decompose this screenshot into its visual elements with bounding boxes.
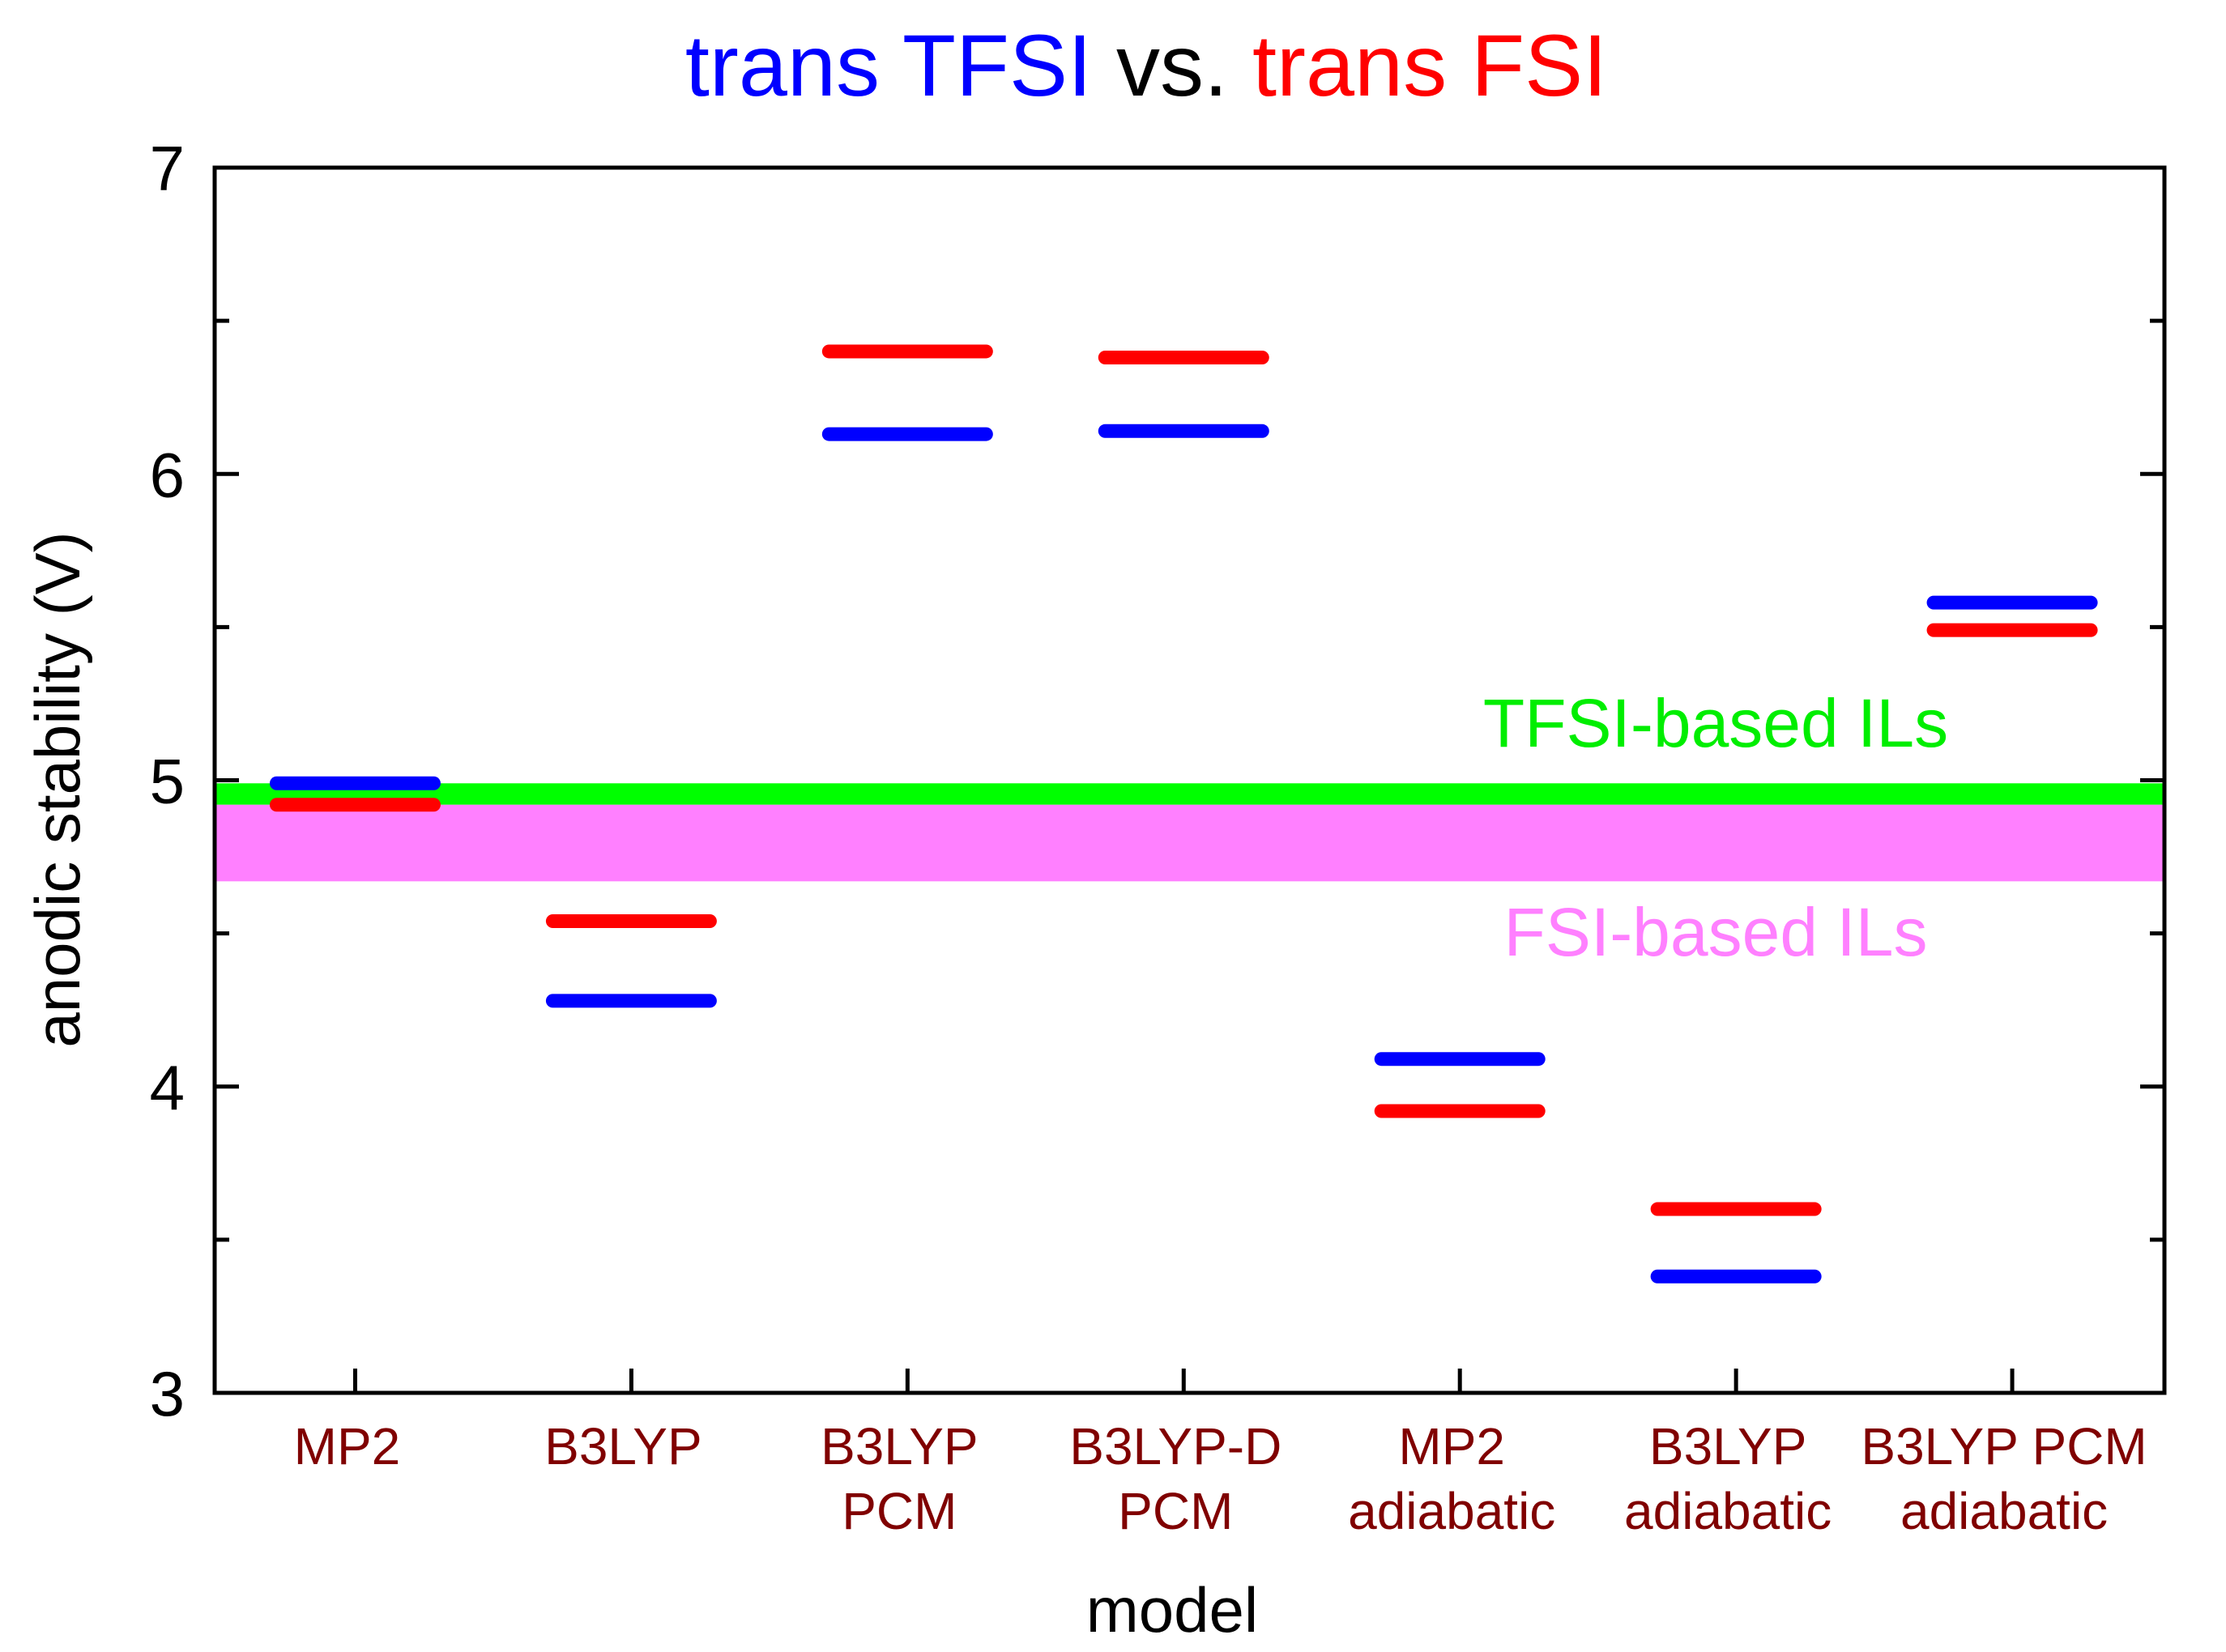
ytick-label-4: 4	[150, 1052, 185, 1123]
band-label-tfsi: TFSI-based ILs	[1483, 685, 1948, 761]
ytick-label-6: 6	[150, 439, 185, 510]
xtick-label-2-0: B3LYP	[821, 1417, 979, 1475]
xtick-label-4-0: MP2	[1398, 1417, 1505, 1475]
ytick-label-7: 7	[150, 133, 185, 204]
xtick-label-5-0: B3LYP	[1649, 1417, 1807, 1475]
x-axis-title: model	[1086, 1574, 1258, 1646]
ytick-label-3: 3	[150, 1358, 185, 1429]
xtick-label-3-1: PCM	[1118, 1482, 1233, 1540]
band-label-fsi: FSI-based ILs	[1504, 894, 1928, 970]
bands-layer	[215, 783, 2164, 882]
marks-layer	[269, 344, 2098, 1284]
ticks-layer	[215, 165, 2164, 1395]
xtick-label-4-1: adiabatic	[1348, 1482, 1555, 1540]
xtick-label-3-0: B3LYP-D	[1069, 1417, 1281, 1475]
xtick-label-6-1: adiabatic	[1900, 1482, 2108, 1540]
band-tfsi	[215, 783, 2164, 805]
xtick-label-0-0: MP2	[294, 1417, 401, 1475]
xtick-label-2-1: PCM	[842, 1482, 957, 1540]
xtick-label-5-1: adiabatic	[1624, 1482, 1832, 1540]
y-axis-title: anodic stability (V)	[22, 531, 93, 1047]
title-part-1: vs.	[1092, 16, 1252, 114]
chart-title: trans TFSI vs. trans FSI	[685, 16, 1607, 114]
ytick-label-5: 5	[150, 746, 185, 817]
band-fsi	[215, 804, 2164, 882]
xtick-label-6-0: B3LYP PCM	[1861, 1417, 2147, 1475]
xtick-label-1-0: B3LYP	[544, 1417, 702, 1475]
labels-layer: TFSI-based ILs FSI-based ILs 3 4 5 6 7 MP2 B3LYP…	[150, 133, 2147, 1540]
title-part-2: trans FSI	[1252, 16, 1607, 114]
title-part-0: trans TFSI	[685, 16, 1092, 114]
